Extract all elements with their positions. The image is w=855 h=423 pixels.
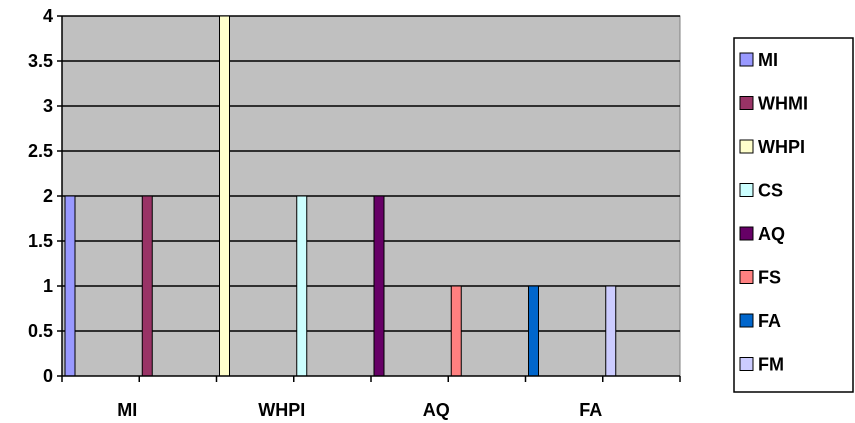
x-tick-label: MI: [117, 400, 137, 420]
legend-label: AQ: [758, 224, 785, 244]
y-tick-label: 3: [43, 96, 53, 116]
legend-swatch: [739, 226, 754, 241]
legend-swatch: [739, 96, 754, 110]
bar-whpi: [219, 15, 230, 377]
bar-whmi: [141, 195, 153, 377]
legend-swatch: [739, 357, 754, 371]
bar-cs: [296, 195, 308, 377]
x-tick-label: AQ: [423, 400, 450, 420]
y-tick-label: 0.5: [28, 321, 53, 341]
bar-fs: [450, 285, 462, 377]
legend-label: MI: [758, 50, 778, 70]
x-tick-label: WHPI: [258, 400, 305, 420]
y-tick-label: 1: [43, 276, 53, 296]
y-tick-label: 2: [43, 186, 53, 206]
legend-label: WHMI: [758, 94, 808, 114]
bar-fm: [605, 285, 617, 377]
legend-label: FS: [758, 268, 781, 288]
legend-label: FA: [758, 311, 781, 331]
legend-swatch: [739, 183, 754, 197]
x-axis-tick-labels: MI WHPI AQ FA: [117, 400, 602, 420]
y-tick-label: 0: [43, 366, 53, 386]
legend-swatch: [739, 270, 754, 284]
axes: [57, 15, 681, 382]
legend: MI WHMI WHPI CS AQ FS FA FM: [733, 37, 854, 393]
y-axis-tick-labels: 0 0.5 1 1.5 2 2.5 3 3.5 4: [28, 6, 53, 386]
legend-label: WHPI: [758, 137, 805, 157]
legend-swatch: [739, 139, 754, 154]
legend-label: CS: [758, 181, 783, 201]
legend-box: [733, 37, 854, 393]
bar-fa: [528, 285, 539, 377]
legend-label: FM: [758, 355, 784, 375]
legend-swatch: [739, 313, 754, 328]
gridlines: [62, 15, 680, 332]
y-tick-label: 2.5: [28, 141, 53, 161]
y-tick-label: 3.5: [28, 51, 53, 71]
y-tick-label: 4: [43, 6, 53, 26]
legend-swatch: [739, 52, 754, 67]
x-tick-label: FA: [579, 400, 602, 420]
bar-aq: [373, 195, 385, 377]
bar-mi: [64, 195, 76, 377]
y-tick-label: 1.5: [28, 231, 53, 251]
